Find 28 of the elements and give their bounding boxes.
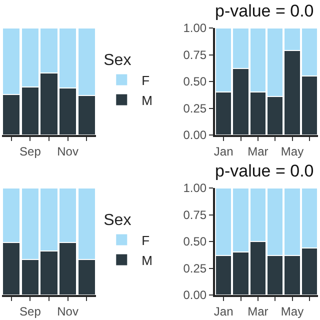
x-tick-label: Jan: [214, 144, 234, 158]
y-tick-label: 0.50: [183, 234, 207, 249]
y-tick-label: 0.50: [183, 74, 207, 89]
legend-label: M: [142, 92, 152, 108]
x-tick-label: Nov: [57, 144, 78, 158]
y-tick-label: 0.75: [183, 208, 207, 222]
x-tick-label: Sep: [20, 144, 42, 158]
x-tick-label: Mar: [248, 304, 268, 318]
y-tick-label: 0.75: [183, 48, 207, 62]
x-tick-label: Sep: [20, 304, 42, 318]
y-tick-label: 0.25: [183, 261, 207, 276]
legend-label: F: [142, 72, 150, 88]
y-tick-label: 0.25: [183, 101, 207, 116]
legend-label: M: [142, 252, 152, 268]
x-tick-label: May: [280, 304, 304, 318]
chart-title: p-value = 0.0: [215, 162, 314, 181]
x-tick-label: May: [280, 144, 304, 158]
chart-title: p-value = 0.0: [215, 2, 314, 21]
y-tick-label: 0.00: [183, 128, 207, 142]
legend-title: Sex: [104, 52, 132, 69]
y-tick-label: 0.00: [183, 288, 207, 302]
x-tick-label: Jan: [214, 304, 234, 318]
legend-title: Sex: [104, 212, 132, 229]
legend-label: F: [142, 232, 150, 248]
y-tick-label: 1.00: [183, 21, 207, 36]
y-tick-label: 1.00: [183, 181, 207, 196]
x-tick-label: Nov: [57, 304, 78, 318]
x-tick-label: Mar: [248, 144, 268, 158]
